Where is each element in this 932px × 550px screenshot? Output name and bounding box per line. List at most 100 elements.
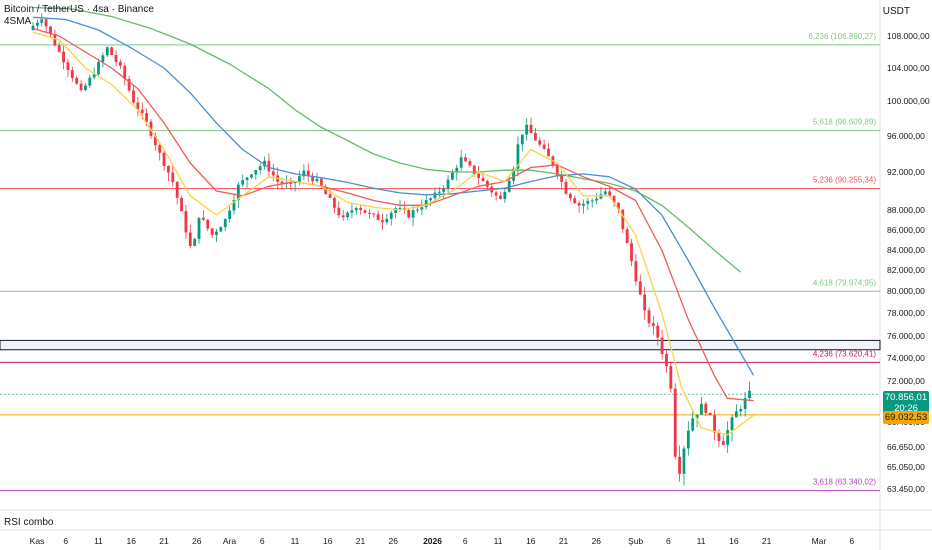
time-axis-tick: 21 — [559, 536, 569, 546]
candle-body — [75, 77, 79, 84]
candle-body — [254, 170, 258, 175]
candle-body — [40, 19, 44, 23]
price-axis-tick: 66.650,00 — [887, 442, 925, 452]
candle-body — [590, 200, 594, 202]
candle-body — [88, 77, 92, 86]
candle-body — [748, 390, 751, 399]
time-axis-tick: 16 — [729, 536, 739, 546]
candle-body — [324, 186, 328, 195]
candle-body — [420, 207, 424, 210]
candle-body — [643, 294, 647, 311]
resistance-zone — [0, 339, 881, 351]
candle-body — [184, 211, 188, 233]
bar-countdown: 20:26 — [894, 403, 918, 414]
candle-body — [167, 165, 170, 173]
candle-body — [485, 181, 489, 187]
candle-body — [673, 388, 677, 457]
candle-body — [385, 218, 389, 223]
rsi-panel-label[interactable]: RSI combo — [4, 517, 54, 528]
candle-body — [145, 113, 148, 122]
indicator-label[interactable]: 4SMA — [4, 16, 32, 27]
time-axis-tick: 26 — [389, 536, 399, 546]
candle-body — [232, 200, 236, 211]
candle-body — [700, 403, 703, 415]
candle-body — [394, 208, 398, 213]
candle-body — [407, 209, 411, 218]
candle-body — [603, 191, 607, 195]
candle-body — [542, 144, 546, 149]
fib-level-label: 5,236 (90.255,34) — [813, 176, 876, 185]
candle-body — [105, 47, 109, 56]
ma-red-line — [32, 27, 754, 402]
candle-body — [621, 209, 625, 230]
time-axis-tick: 2026 — [423, 536, 442, 546]
candle-body — [525, 124, 529, 135]
candle-body — [691, 418, 695, 431]
candle-body — [739, 408, 743, 412]
price-axis-tick: 76.000,00 — [887, 331, 925, 341]
time-axis-tick: 11 — [697, 536, 706, 546]
candle-body — [411, 210, 415, 218]
candle-body — [665, 354, 668, 367]
candle-body — [315, 178, 319, 182]
price-axis-tick: 82.000,00 — [887, 265, 925, 275]
fib-level-label: 5,618 (96.609,89) — [813, 118, 876, 127]
candle-body — [630, 243, 633, 262]
time-axis-tick: Kas — [30, 536, 45, 546]
candle-body — [455, 167, 459, 173]
candle-body — [656, 325, 660, 338]
candle-body — [228, 210, 231, 219]
ma-green-line — [32, 6, 741, 273]
time-axis-tick: 6 — [260, 536, 265, 546]
time-axis-tick: 16 — [526, 536, 536, 546]
time-axis-tick: 26 — [592, 536, 602, 546]
candle-body — [118, 61, 122, 66]
candle-body — [730, 417, 734, 431]
candle-body — [79, 83, 83, 91]
candle-body — [459, 157, 463, 168]
candle-body — [219, 227, 223, 232]
time-axis-tick: Mar — [812, 536, 827, 546]
candle-body — [586, 200, 590, 204]
price-axis-tick: 74.000,00 — [887, 353, 925, 363]
candle-body — [127, 79, 131, 91]
candle-body — [49, 26, 52, 35]
time-axis-tick: 21 — [159, 536, 169, 546]
candle-body — [293, 181, 297, 184]
candle-body — [376, 214, 380, 221]
candle-body — [547, 148, 550, 157]
candle-body — [669, 366, 673, 389]
candle-body — [686, 430, 690, 449]
candle-body — [368, 212, 371, 214]
candle-body — [44, 19, 48, 27]
candle-body — [424, 200, 428, 208]
price-axis-tick: 88.000,00 — [887, 205, 925, 215]
candle-body — [625, 229, 629, 244]
currency-label[interactable]: USDT — [882, 6, 910, 17]
time-axis-tick: Şub — [628, 536, 643, 546]
candle-body — [564, 181, 568, 194]
symbol-title[interactable]: Bitcoin / TetherUS · 4sa · Binance — [4, 4, 154, 15]
candle-body — [180, 197, 183, 212]
candle-body — [241, 180, 245, 185]
candle-body — [381, 220, 384, 223]
candle-body — [346, 212, 349, 218]
time-axis-tick: 6 — [849, 536, 854, 546]
candle-body — [153, 135, 157, 146]
candle-body — [437, 191, 441, 193]
time-axis-tick: 21 — [356, 536, 366, 546]
candle-body — [197, 217, 201, 240]
candle-body — [188, 232, 192, 246]
ma-blue-line — [32, 16, 755, 376]
candle-body — [298, 176, 301, 182]
candle-body — [608, 191, 612, 197]
candle-body — [582, 203, 585, 206]
time-axis-tick: 16 — [323, 536, 333, 546]
candle-body — [708, 412, 712, 416]
candle-body — [520, 134, 524, 145]
candle-body — [359, 207, 363, 211]
candle-body — [341, 215, 345, 218]
candle-body — [70, 70, 74, 78]
candle-body — [140, 109, 144, 114]
